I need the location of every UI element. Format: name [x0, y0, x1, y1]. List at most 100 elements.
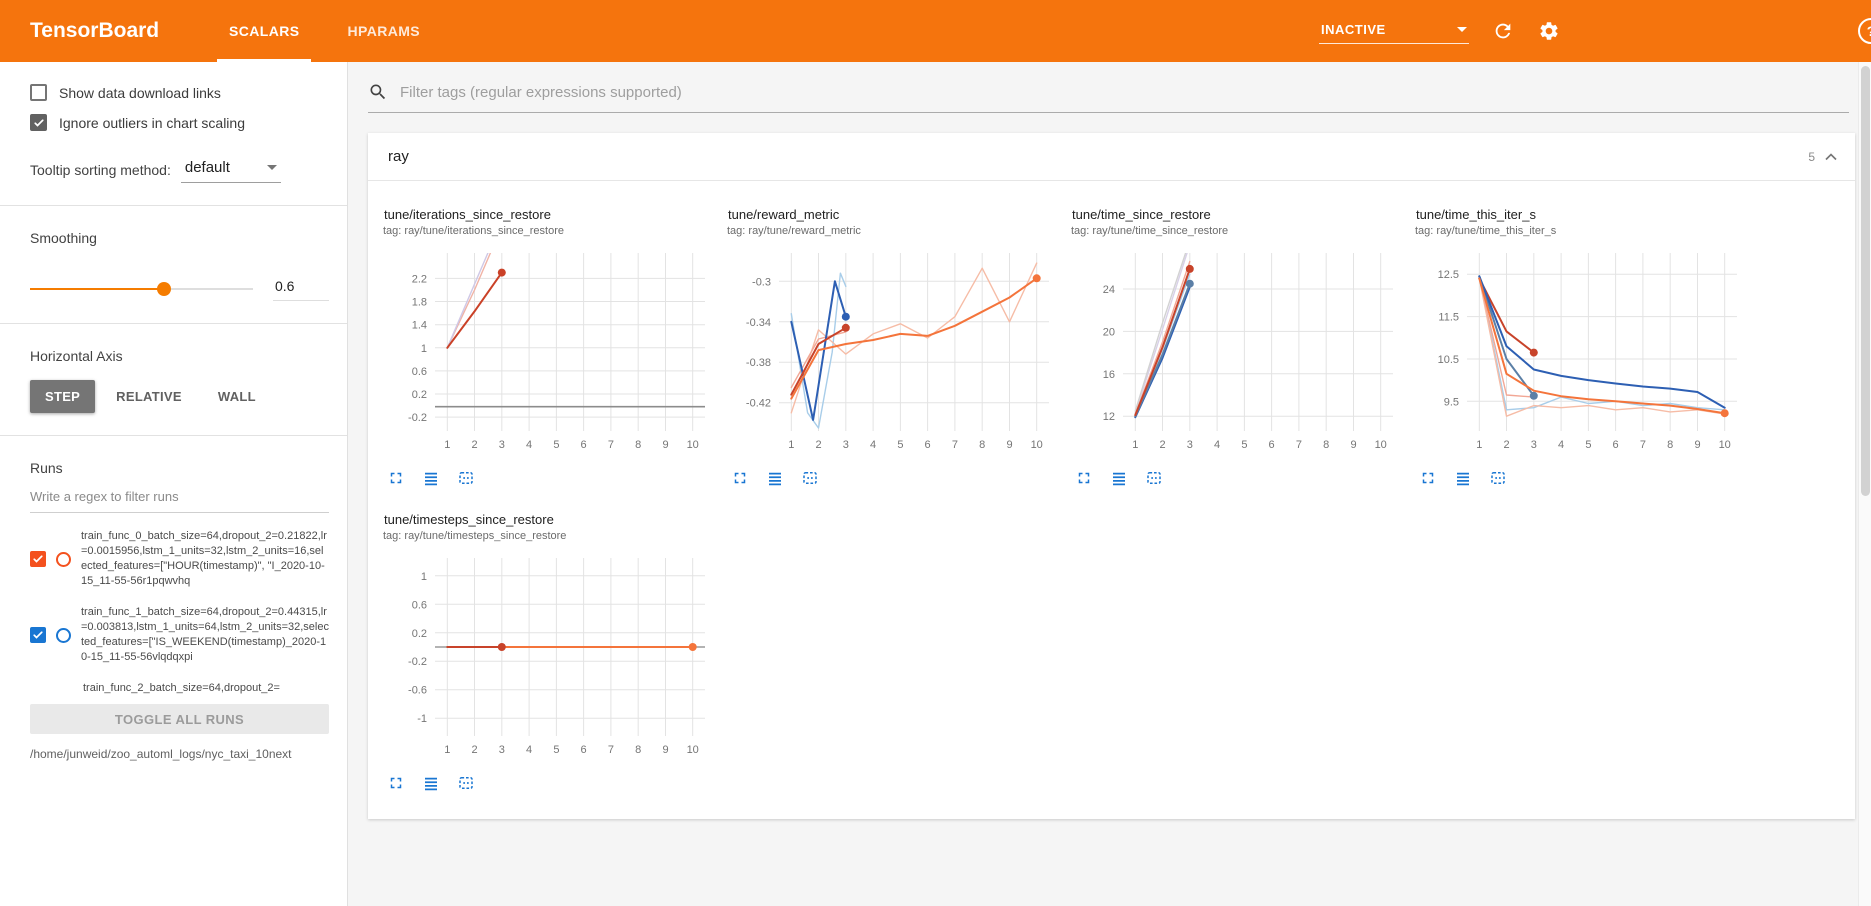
svg-text:3: 3	[843, 439, 849, 451]
expand-chart-icon[interactable]	[386, 773, 406, 793]
chart-title: tune/time_this_iter_s	[1416, 207, 1536, 222]
tooltip-sorting-select[interactable]: default	[180, 157, 281, 183]
divider	[0, 205, 347, 206]
svg-text:1: 1	[1132, 439, 1138, 451]
svg-text:1: 1	[1476, 439, 1482, 451]
show-download-links-option[interactable]: Show data download links	[30, 84, 329, 101]
svg-text:-0.2: -0.2	[408, 656, 427, 668]
refresh-icon[interactable]	[1491, 19, 1515, 43]
svg-text:8: 8	[1323, 439, 1329, 451]
vertical-scrollbar[interactable]	[1858, 62, 1871, 906]
svg-text:1: 1	[444, 744, 450, 756]
run-item[interactable]: train_func_0_batch_size=64,dropout_2=0.2…	[30, 529, 329, 589]
chart-card: tune/time_this_iter_s tag: ray/tune/time_…	[1415, 195, 1747, 488]
runs-list: train_func_0_batch_size=64,dropout_2=0.2…	[30, 529, 329, 696]
run-item[interactable]: train_func_1_batch_size=64,dropout_2=0.4…	[30, 605, 329, 665]
svg-text:9: 9	[1694, 439, 1700, 451]
ignore-outliers-option[interactable]: Ignore outliers in chart scaling	[30, 114, 329, 131]
scrollbar-thumb[interactable]	[1861, 66, 1870, 496]
tooltip-sorting-label: Tooltip sorting method:	[30, 162, 171, 178]
svg-text:-0.3: -0.3	[752, 276, 771, 288]
run-solo-radio[interactable]	[56, 551, 71, 567]
svg-text:7: 7	[608, 744, 614, 756]
scalar-chart-plot[interactable]: 9.5 10.5 11.5 12.5 1 2 3 4 5 6 7 8 9 10	[1415, 243, 1747, 455]
app-title: TensorBoard	[30, 19, 160, 42]
chart-card: tune/timesteps_since_restore tag: ray/tun…	[383, 500, 715, 793]
axis-option-wall[interactable]: WALL	[203, 380, 271, 413]
chevron-down-icon	[1457, 27, 1467, 32]
slider-thumb[interactable]	[156, 281, 171, 296]
smoothing-value-field[interactable]: 0.6	[273, 276, 329, 301]
run-checkbox[interactable]	[30, 551, 46, 567]
run-label: train_func_0_batch_size=64,dropout_2=0.2…	[81, 530, 327, 587]
tooltip-sorting-value: default	[184, 159, 230, 176]
runs-table-icon[interactable]	[421, 468, 441, 488]
chart-tag: tag: ray/tune/reward_metric	[727, 225, 861, 237]
runs-table-icon[interactable]	[421, 773, 441, 793]
chart-tag: tag: ray/tune/timesteps_since_restore	[383, 530, 567, 542]
divider	[0, 323, 347, 324]
search-icon	[370, 84, 386, 100]
fit-domain-icon[interactable]	[456, 468, 476, 488]
fit-domain-icon[interactable]	[800, 468, 820, 488]
smoothing-slider[interactable]	[30, 281, 253, 296]
svg-text:1: 1	[421, 571, 427, 583]
checkbox-icon[interactable]	[30, 114, 47, 131]
fit-domain-icon[interactable]	[1144, 468, 1164, 488]
svg-text:8: 8	[635, 439, 641, 451]
svg-text:-1: -1	[417, 713, 427, 725]
expand-chart-icon[interactable]	[386, 468, 406, 488]
runs-table-icon[interactable]	[1453, 468, 1473, 488]
svg-text:2: 2	[471, 439, 477, 451]
main-content: ray 5 tune/iterations_since_restore tag: …	[348, 62, 1871, 906]
expand-chart-icon[interactable]	[730, 468, 750, 488]
tab-hparams[interactable]: HPARAMS	[347, 23, 421, 39]
chart-toolbar	[383, 468, 715, 488]
svg-text:3: 3	[1187, 439, 1193, 451]
svg-text:3: 3	[499, 439, 505, 451]
runs-filter-field	[30, 488, 329, 513]
tag-group-name: ray	[388, 148, 409, 165]
svg-text:10: 10	[1031, 439, 1043, 451]
scalar-chart-plot[interactable]: -0.42 -0.38 -0.34 -0.3 1 2 3 4 5 6 7 8 9 10	[727, 243, 1059, 455]
scalar-chart-plot[interactable]: -1 -0.6 -0.2 0.2 0.6 1 1 2 3 4 5 6 7 8 9 10	[383, 548, 715, 760]
divider	[0, 435, 347, 436]
expand-chart-icon[interactable]	[1074, 468, 1094, 488]
svg-text:8: 8	[979, 439, 985, 451]
scalar-chart-plot[interactable]: -0.2 0.2 0.6 1 1.4 1.8 2.2 1 2 3 4 5 6 7 8 9 10	[383, 243, 715, 455]
run-checkbox[interactable]	[30, 627, 46, 643]
chevron-up-icon[interactable]	[1821, 147, 1841, 167]
checkbox-icon[interactable]	[30, 84, 47, 101]
chart-card: tune/time_since_restore tag: ray/tune/tim…	[1071, 195, 1403, 488]
fit-domain-icon[interactable]	[456, 773, 476, 793]
run-solo-radio[interactable]	[56, 627, 71, 643]
runs-table-icon[interactable]	[1109, 468, 1129, 488]
toggle-all-runs-button[interactable]: TOGGLE ALL RUNS	[30, 704, 329, 734]
svg-text:0.2: 0.2	[412, 628, 427, 640]
svg-text:0.6: 0.6	[412, 599, 427, 611]
axis-option-step[interactable]: STEP	[30, 380, 96, 413]
runs-filter-input[interactable]	[30, 489, 329, 504]
axis-option-relative[interactable]: RELATIVE	[101, 380, 197, 413]
svg-text:6: 6	[1613, 439, 1619, 451]
reload-mode-select[interactable]: INACTIVE	[1319, 18, 1469, 44]
svg-text:10: 10	[1719, 439, 1731, 451]
run-label: train_func_1_batch_size=64,dropout_2=0.4…	[81, 606, 329, 663]
tag-group-header[interactable]: ray 5	[368, 133, 1855, 181]
expand-chart-icon[interactable]	[1418, 468, 1438, 488]
fit-domain-icon[interactable]	[1488, 468, 1508, 488]
tag-filter-input[interactable]	[400, 83, 1849, 101]
settings-gear-icon[interactable]	[1537, 19, 1561, 43]
runs-table-icon[interactable]	[765, 468, 785, 488]
smoothing-label: Smoothing	[30, 230, 97, 246]
svg-text:1: 1	[444, 439, 450, 451]
chevron-down-icon	[266, 165, 277, 170]
svg-text:7: 7	[608, 439, 614, 451]
run-item[interactable]: train_func_2_batch_size=64,dropout_2=	[30, 681, 329, 696]
svg-text:1.4: 1.4	[412, 320, 427, 332]
reload-mode-value: INACTIVE	[1321, 22, 1386, 37]
svg-text:3: 3	[1531, 439, 1537, 451]
svg-text:6: 6	[925, 439, 931, 451]
tab-scalars[interactable]: SCALARS	[205, 0, 323, 62]
